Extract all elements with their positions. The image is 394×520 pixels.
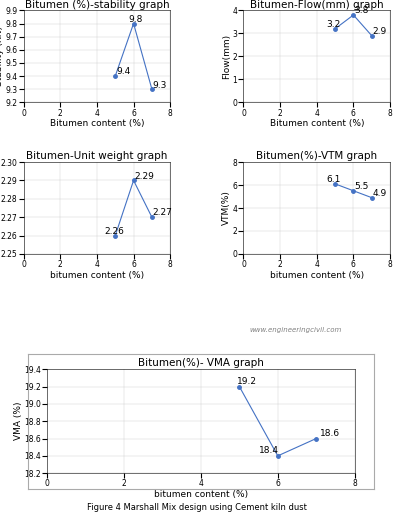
Title: Bitumen-Flow(mm) graph: Bitumen-Flow(mm) graph	[250, 0, 384, 10]
X-axis label: bitumen content (%): bitumen content (%)	[50, 270, 144, 280]
X-axis label: Bitumen content (%): Bitumen content (%)	[50, 119, 144, 128]
Text: 5.5: 5.5	[354, 182, 369, 191]
Text: Figure 4 Marshall Mix design using Cement kiln dust: Figure 4 Marshall Mix design using Cemen…	[87, 503, 307, 512]
Text: 2.9: 2.9	[373, 27, 387, 36]
Y-axis label: Flow(mm): Flow(mm)	[222, 34, 231, 79]
Text: 2.27: 2.27	[153, 209, 173, 217]
Text: 9.4: 9.4	[116, 68, 130, 76]
Text: 18.4: 18.4	[258, 446, 279, 456]
X-axis label: bitumen content (%): bitumen content (%)	[270, 270, 364, 280]
X-axis label: bitumen content (%): bitumen content (%)	[154, 490, 248, 499]
Text: 3.2: 3.2	[326, 20, 340, 29]
Text: 9.8: 9.8	[128, 15, 143, 24]
Text: 19.2: 19.2	[238, 377, 257, 386]
Title: Bitumen(%)-VTM graph: Bitumen(%)-VTM graph	[256, 151, 377, 161]
Text: 9.3: 9.3	[153, 81, 167, 89]
Text: 4.9: 4.9	[373, 189, 387, 198]
X-axis label: Bitumen content (%): Bitumen content (%)	[269, 119, 364, 128]
Title: Bitumen-Unit weight graph: Bitumen-Unit weight graph	[26, 151, 167, 161]
Text: 2.26: 2.26	[104, 227, 124, 236]
Y-axis label: VMA (%): VMA (%)	[14, 402, 23, 440]
Text: 18.6: 18.6	[320, 429, 340, 438]
Y-axis label: VTM(%): VTM(%)	[222, 190, 231, 226]
Title: Bitumen(%)- VMA graph: Bitumen(%)- VMA graph	[138, 358, 264, 369]
Title: Bitumen (%)-stability graph: Bitumen (%)-stability graph	[24, 0, 169, 10]
Y-axis label: Stability (KN): Stability (KN)	[0, 27, 4, 86]
Text: www.engineeringcivil.com: www.engineeringcivil.com	[249, 327, 342, 333]
Text: 6.1: 6.1	[326, 175, 340, 184]
Text: 2.29: 2.29	[134, 172, 154, 180]
Text: 3.8: 3.8	[354, 6, 369, 15]
